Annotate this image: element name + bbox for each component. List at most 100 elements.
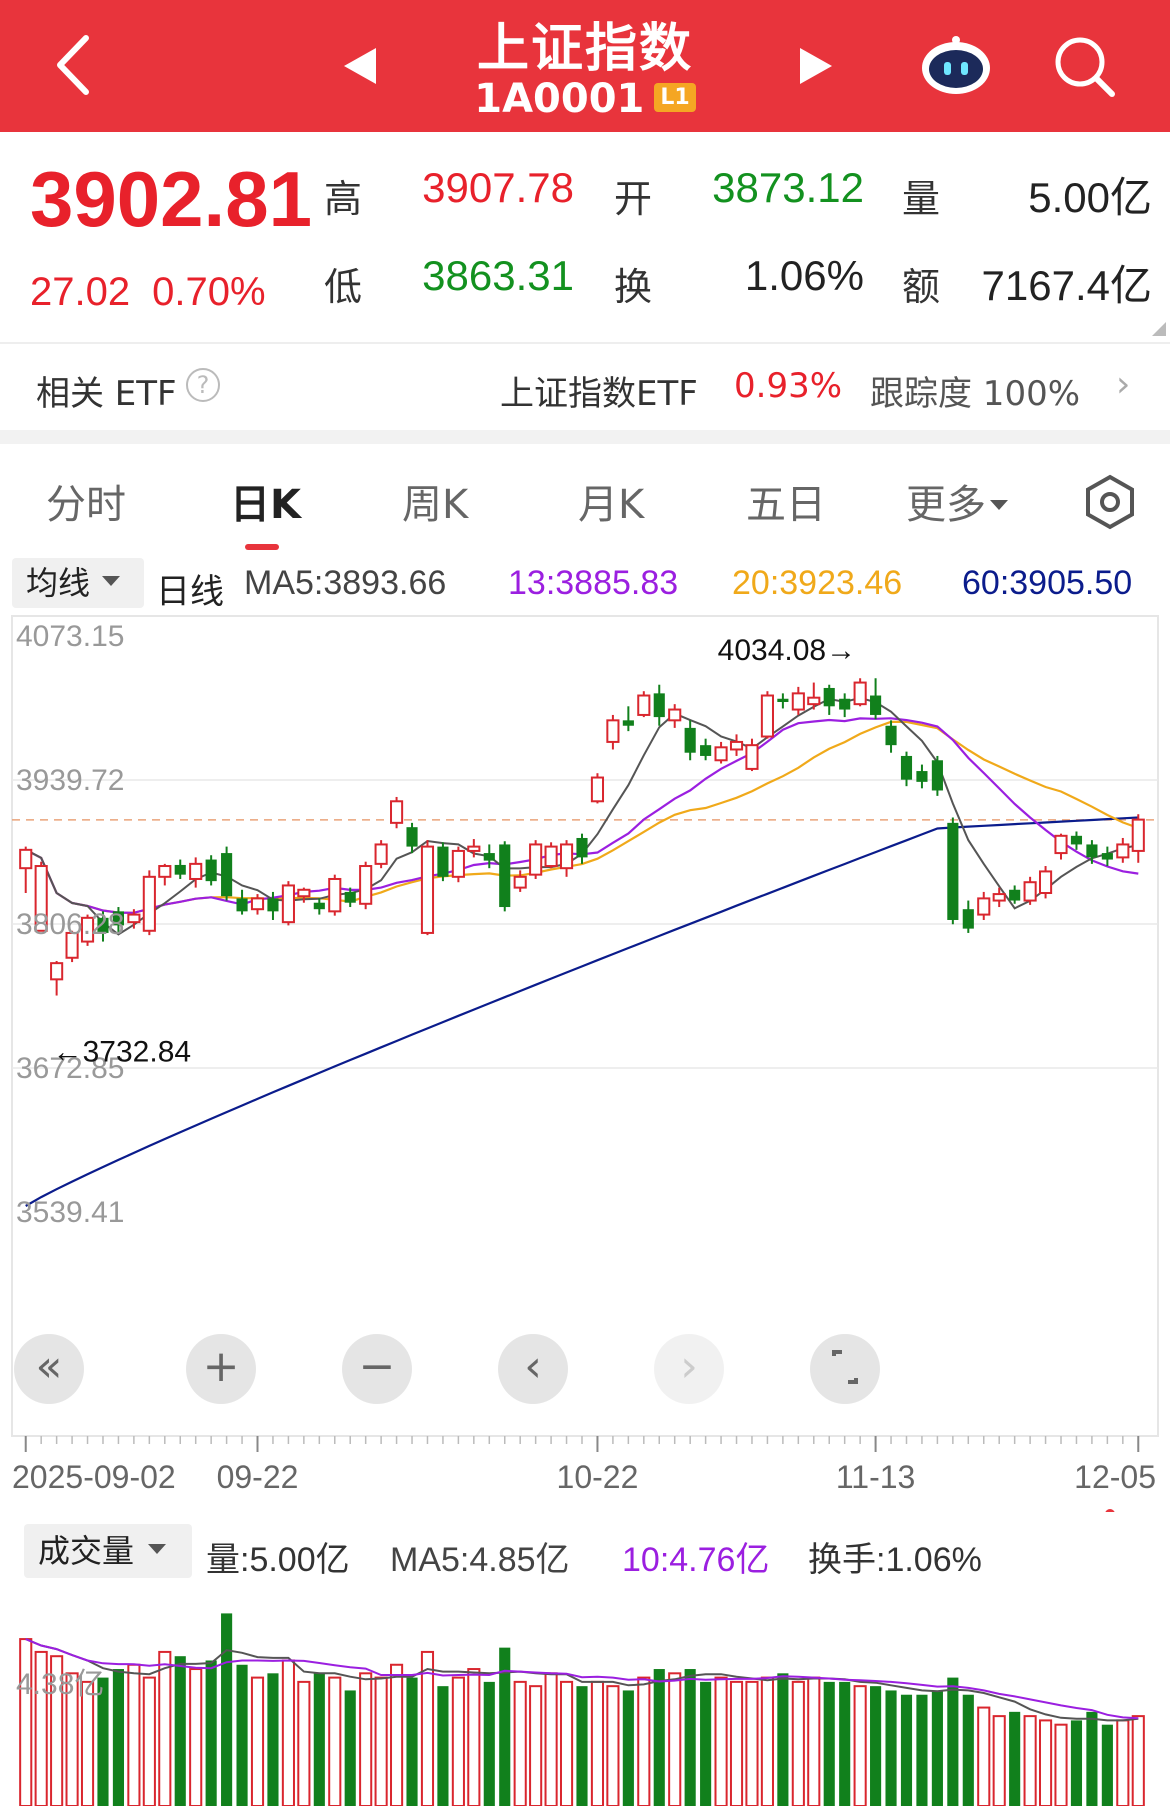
volume-bar xyxy=(900,1694,913,1806)
candle xyxy=(205,855,217,886)
candle xyxy=(267,891,279,920)
volume-bar xyxy=(467,1668,481,1806)
tab-weekly-k[interactable]: 周K xyxy=(402,482,469,528)
fullscreen-icon[interactable] xyxy=(810,1334,880,1404)
candle xyxy=(529,840,543,879)
open-value: 3873.12 xyxy=(712,164,864,211)
candle xyxy=(112,907,125,933)
volume-bar xyxy=(962,1694,974,1806)
volume-bar xyxy=(250,1676,265,1806)
candle xyxy=(483,844,495,869)
volume-bars xyxy=(19,1613,1145,1806)
volume-bar xyxy=(870,1686,882,1806)
volume-chart[interactable]: 4.38亿 xyxy=(0,1582,1170,1806)
ma13-value: 13:3885.83 xyxy=(508,564,679,602)
candle xyxy=(870,678,882,720)
tab-monthly-k[interactable]: 月K xyxy=(578,482,645,528)
candle xyxy=(1023,876,1037,905)
candle xyxy=(931,755,943,796)
chevron-right-icon[interactable]: › xyxy=(1116,364,1131,405)
related-etf-row[interactable]: 相关 ETF ? 上证指数ETF 0.93% 跟踪度 100% › xyxy=(0,344,1170,430)
volume-bar xyxy=(916,1694,928,1806)
volume-bar xyxy=(499,1647,511,1806)
kline-chart[interactable]: 4073.15 3939.72 3806.28 3672.85 3539.41 4034… xyxy=(0,612,1170,1512)
ma5-value: MA5:3893.66 xyxy=(244,564,447,602)
section-gap xyxy=(0,430,1170,444)
volume-bar xyxy=(158,1650,172,1806)
help-icon[interactable]: ? xyxy=(186,368,220,402)
last-price: 3902.81 xyxy=(30,155,312,243)
volume-bar xyxy=(127,1663,141,1806)
x-tick-label: 2025-09-02 xyxy=(12,1459,176,1495)
chevron-down-icon xyxy=(102,576,121,586)
candle xyxy=(622,706,634,732)
ma-selector[interactable]: 均线 xyxy=(12,558,144,608)
volume-bar xyxy=(142,1676,156,1806)
tab-daily-k[interactable]: 日K xyxy=(230,482,301,528)
candle xyxy=(700,738,712,761)
volume-bar xyxy=(1023,1715,1037,1806)
grid-lines xyxy=(12,779,1158,1069)
volume-bar xyxy=(437,1686,449,1806)
volume-bar xyxy=(50,1655,64,1806)
y-tick-label: 3806.28 xyxy=(16,908,124,941)
volume-bar xyxy=(1038,1719,1053,1806)
tab-five-day[interactable]: 五日 xyxy=(746,482,826,528)
scroll-right-icon[interactable]: › xyxy=(654,1334,724,1404)
volume-bar xyxy=(97,1677,109,1806)
candle xyxy=(127,909,141,929)
collapse-icon[interactable]: « xyxy=(14,1334,84,1404)
volume-selector-label: 成交量 xyxy=(38,1533,135,1569)
search-icon[interactable] xyxy=(1052,34,1118,100)
zoom-in-icon[interactable]: + xyxy=(186,1334,256,1404)
volume-bar xyxy=(606,1685,620,1806)
expand-corner-icon[interactable] xyxy=(1152,322,1166,336)
fullscreen-glyph xyxy=(832,1350,858,1384)
candle xyxy=(236,889,248,915)
prev-arrow-icon[interactable] xyxy=(340,44,380,88)
x-tick-label: 11-13 xyxy=(836,1459,915,1495)
x-tick-label: 09-22 xyxy=(217,1459,299,1495)
change-percent: 0.70% xyxy=(152,270,266,314)
x-axis: 2025-09-02 09-22 10-22 11-13 12-05 xyxy=(12,1436,1156,1512)
turnover-label: 换 xyxy=(614,265,653,309)
ma20-path xyxy=(25,720,1139,914)
tab-intraday[interactable]: 分时 xyxy=(46,482,126,528)
tab-more-label: 更多 xyxy=(906,482,986,528)
next-arrow-icon[interactable] xyxy=(796,44,836,88)
volume-bar xyxy=(745,1680,759,1806)
divider xyxy=(0,342,1170,344)
candle xyxy=(80,914,95,946)
candle xyxy=(714,741,728,764)
amount-value: 7167.4亿 xyxy=(981,262,1152,309)
robot-icon[interactable] xyxy=(918,34,994,98)
volume-bar xyxy=(359,1672,373,1806)
candle xyxy=(745,738,759,772)
volume-bar xyxy=(1070,1720,1083,1806)
volume-bar xyxy=(791,1680,805,1806)
quote-panel: 3902.81 27.02 0.70% 高 3907.78 开 3873.12 量… xyxy=(0,132,1170,342)
y-tick-label: 3672.85 xyxy=(16,1052,124,1085)
x-tick-label: 12-05 xyxy=(1074,1459,1156,1495)
candle xyxy=(977,891,991,920)
volume-bar xyxy=(653,1669,665,1806)
candle xyxy=(900,751,913,787)
y-tick-label: 3939.72 xyxy=(16,764,124,797)
scroll-left-icon[interactable]: ‹ xyxy=(498,1334,568,1404)
volume-selector[interactable]: 成交量 xyxy=(24,1524,192,1578)
high-label: 高 xyxy=(324,177,363,221)
turnover-value: 1.06% xyxy=(744,252,864,299)
candle xyxy=(513,870,527,892)
volume-bar xyxy=(1131,1715,1145,1806)
candle xyxy=(839,693,851,718)
tab-more[interactable]: 更多 xyxy=(906,472,1008,530)
zoom-out-icon[interactable]: − xyxy=(342,1334,412,1404)
settings-icon[interactable] xyxy=(1082,474,1138,530)
candle xyxy=(97,911,109,942)
candle xyxy=(359,861,373,910)
candle xyxy=(916,764,928,789)
back-icon[interactable] xyxy=(46,30,106,100)
volume-y-tick: 4.38亿 xyxy=(16,1668,104,1701)
candle xyxy=(559,840,574,877)
candle xyxy=(668,704,682,728)
